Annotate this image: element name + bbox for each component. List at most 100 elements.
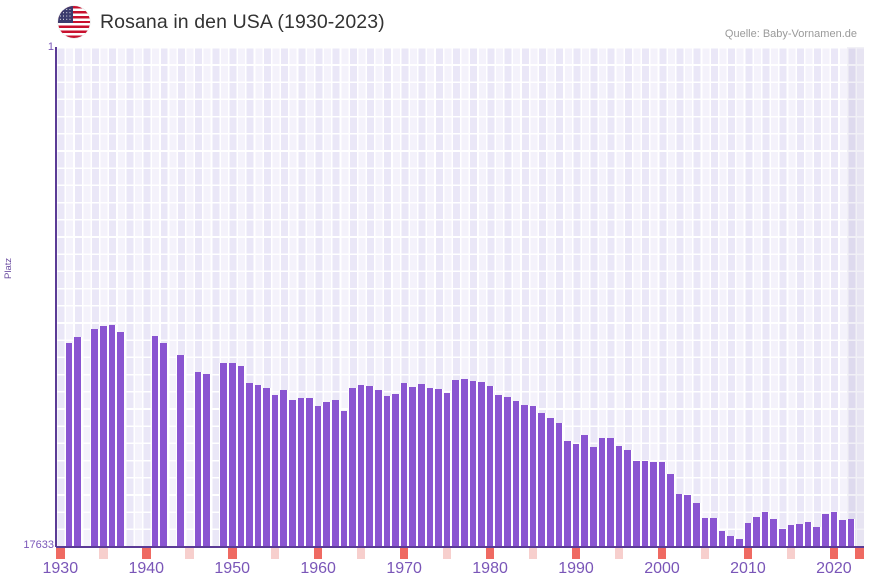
bar[interactable] bbox=[64, 343, 74, 547]
bar[interactable] bbox=[219, 363, 228, 547]
bar[interactable] bbox=[288, 400, 297, 547]
bar[interactable] bbox=[159, 343, 168, 547]
x-axis-tick-strip bbox=[56, 548, 864, 559]
bar[interactable] bbox=[365, 386, 375, 547]
bar[interactable] bbox=[709, 518, 718, 547]
bar[interactable] bbox=[279, 390, 289, 547]
bar[interactable] bbox=[846, 519, 856, 547]
x-axis-label: 1970 bbox=[386, 560, 422, 577]
bar[interactable] bbox=[657, 462, 667, 547]
bar[interactable] bbox=[391, 394, 400, 547]
x-axis-label: 1930 bbox=[42, 560, 79, 577]
bar[interactable] bbox=[322, 402, 332, 547]
bar[interactable] bbox=[468, 381, 478, 547]
bar[interactable] bbox=[477, 382, 486, 547]
bar[interactable] bbox=[374, 390, 383, 547]
us-flag-icon bbox=[58, 6, 90, 38]
bar[interactable] bbox=[305, 398, 314, 547]
bar[interactable] bbox=[700, 518, 710, 547]
bar[interactable] bbox=[692, 503, 701, 547]
x-axis-tick bbox=[743, 548, 753, 559]
bar[interactable] bbox=[150, 336, 160, 547]
x-axis-tick bbox=[399, 548, 409, 559]
bar[interactable] bbox=[726, 536, 736, 547]
bar[interactable] bbox=[236, 366, 246, 547]
bar[interactable] bbox=[580, 435, 589, 547]
x-axis-tick bbox=[614, 548, 624, 559]
x-axis-label: 1950 bbox=[214, 560, 250, 577]
bar[interactable] bbox=[649, 462, 658, 547]
bar[interactable] bbox=[511, 401, 521, 547]
bar[interactable] bbox=[202, 374, 211, 547]
bar[interactable] bbox=[339, 411, 349, 547]
bar[interactable] bbox=[554, 423, 564, 547]
bar[interactable] bbox=[674, 494, 684, 547]
bar[interactable] bbox=[795, 524, 804, 547]
bar[interactable] bbox=[571, 444, 581, 547]
bar[interactable] bbox=[502, 397, 512, 547]
chart-header: Rosana in den USA (1930-2023) Quelle: Ba… bbox=[0, 0, 873, 44]
bar[interactable] bbox=[666, 474, 675, 547]
bar[interactable] bbox=[683, 495, 693, 547]
bar[interactable] bbox=[606, 438, 615, 547]
bar[interactable] bbox=[545, 418, 555, 547]
bar[interactable] bbox=[623, 450, 632, 547]
bar[interactable] bbox=[270, 395, 280, 547]
bar[interactable] bbox=[631, 461, 641, 547]
bar[interactable] bbox=[408, 387, 418, 547]
bar[interactable] bbox=[752, 517, 761, 547]
bar[interactable] bbox=[399, 383, 409, 547]
bar[interactable] bbox=[838, 520, 847, 547]
bar[interactable] bbox=[803, 522, 813, 547]
x-axis-tick bbox=[227, 548, 237, 559]
bar[interactable] bbox=[485, 386, 495, 547]
bar[interactable] bbox=[563, 441, 572, 547]
bar[interactable] bbox=[829, 512, 839, 547]
bar[interactable] bbox=[253, 385, 263, 547]
bar[interactable] bbox=[451, 380, 460, 547]
bar[interactable] bbox=[73, 337, 82, 547]
bar[interactable] bbox=[356, 385, 366, 547]
bar[interactable] bbox=[90, 329, 99, 547]
bar[interactable] bbox=[597, 438, 607, 547]
bar[interactable] bbox=[528, 406, 538, 547]
x-axis-tick bbox=[571, 548, 581, 559]
bar[interactable] bbox=[769, 519, 779, 547]
bar[interactable] bbox=[735, 539, 744, 547]
bar[interactable] bbox=[717, 531, 727, 547]
bar[interactable] bbox=[743, 523, 753, 547]
bar[interactable] bbox=[460, 379, 469, 547]
bar[interactable] bbox=[116, 332, 125, 547]
bar[interactable] bbox=[245, 383, 254, 547]
bar[interactable] bbox=[821, 514, 830, 547]
bar[interactable] bbox=[434, 389, 443, 547]
bar[interactable] bbox=[778, 529, 787, 547]
bar[interactable] bbox=[331, 400, 340, 547]
bar[interactable] bbox=[262, 388, 271, 547]
bar[interactable] bbox=[760, 512, 770, 547]
bar[interactable] bbox=[176, 355, 185, 547]
bar[interactable] bbox=[382, 396, 392, 547]
bar[interactable] bbox=[313, 406, 323, 547]
bar[interactable] bbox=[193, 372, 203, 547]
x-axis-label: 1940 bbox=[128, 560, 165, 577]
x-axis-tick bbox=[700, 548, 710, 559]
bar[interactable] bbox=[227, 363, 237, 547]
bar[interactable] bbox=[640, 461, 650, 547]
bar[interactable] bbox=[107, 325, 117, 547]
bar[interactable] bbox=[537, 413, 546, 547]
x-axis-tick bbox=[313, 548, 323, 559]
bar[interactable] bbox=[296, 398, 306, 547]
title-group: Rosana in den USA (1930-2023) bbox=[58, 6, 385, 38]
bar[interactable] bbox=[348, 388, 357, 547]
bar[interactable] bbox=[812, 527, 822, 547]
bar[interactable] bbox=[588, 447, 598, 547]
bar[interactable] bbox=[442, 393, 452, 547]
bar[interactable] bbox=[520, 405, 529, 547]
bar[interactable] bbox=[417, 384, 426, 547]
bar[interactable] bbox=[425, 388, 435, 547]
bar[interactable] bbox=[786, 525, 796, 547]
bar[interactable] bbox=[98, 326, 108, 547]
bar[interactable] bbox=[494, 395, 503, 547]
bar[interactable] bbox=[614, 446, 624, 547]
